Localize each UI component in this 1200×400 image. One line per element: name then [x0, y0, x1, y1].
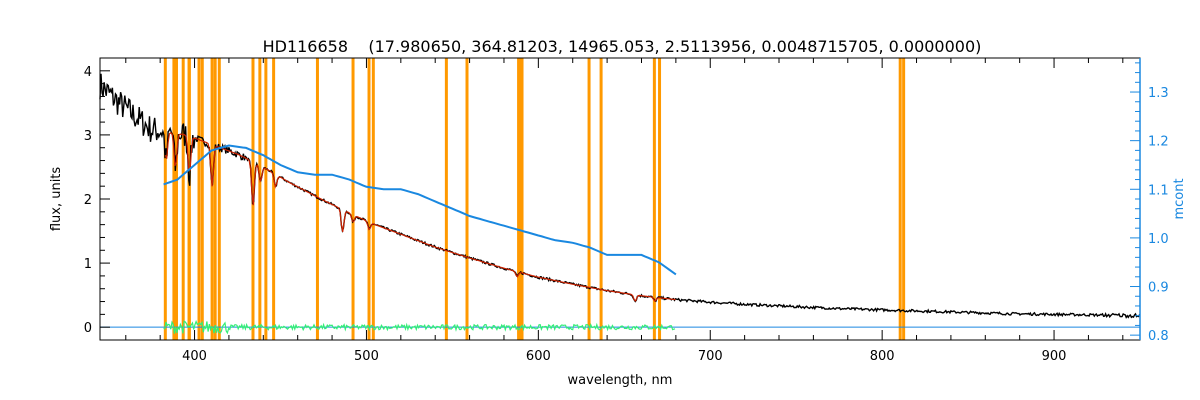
y-axis-label: flux, units: [49, 167, 64, 232]
continuum-curve: [163, 144, 677, 276]
right-axis-label: mcont: [1172, 178, 1187, 219]
x-tick-label: 800: [870, 349, 895, 364]
x-tick-label: 500: [354, 349, 379, 364]
x-tick-label: 900: [1042, 349, 1067, 364]
plot-frame: [99, 57, 1141, 341]
y-tick-label: 4: [84, 65, 92, 80]
y2-tick-label: 0.9: [1148, 281, 1169, 296]
y2-tick-label: 1.1: [1148, 183, 1169, 198]
x-tick-label: 700: [698, 349, 723, 364]
x-axis-ticks: 400 500 600 700 800 900: [125, 58, 1124, 364]
y-axis-ticks: 0 1 2 3 4: [84, 57, 110, 341]
y2-tick-label: 1.2: [1148, 135, 1169, 150]
y2-tick-label: 0.8: [1148, 329, 1169, 344]
observed-spectrum-line: [99, 73, 1141, 319]
right-axis-ticks: 0.8 0.9 1.0 1.1 1.2 1.3: [1130, 62, 1169, 344]
residual-line: [163, 319, 676, 335]
y-tick-label: 0: [84, 321, 92, 336]
mask-lines-layer: [163, 58, 906, 340]
y2-tick-label: 1.0: [1148, 232, 1169, 247]
x-axis-label: wavelength, nm: [568, 373, 673, 388]
y-tick-label: 3: [84, 129, 92, 144]
x-tick-label: 600: [526, 349, 551, 364]
data-series-layer: [99, 73, 1141, 335]
y-tick-label: 1: [84, 257, 92, 272]
y-tick-label: 2: [84, 193, 92, 208]
y2-tick-label: 1.3: [1148, 86, 1169, 101]
chart-title: HD116658 (17.980650, 364.81203, 14965.05…: [263, 37, 982, 56]
x-tick-label: 400: [182, 349, 207, 364]
model-spectrum-line: [164, 131, 676, 302]
